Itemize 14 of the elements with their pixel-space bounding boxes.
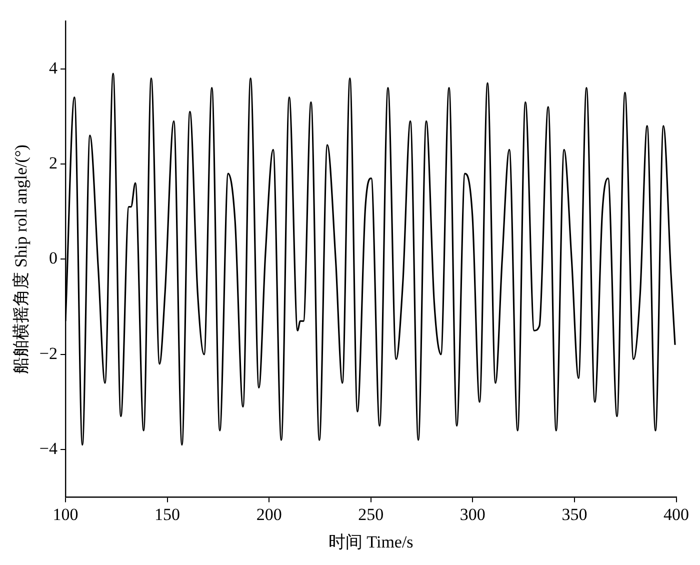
- y-tick-label: 2: [48, 153, 58, 172]
- x-tick-label: 200: [256, 504, 282, 524]
- y-tick-label: 4: [48, 58, 58, 78]
- x-tick-label: 150: [154, 504, 180, 524]
- x-axis-title: 时间 Time/s: [328, 532, 414, 552]
- x-tick-label: 250: [358, 504, 384, 524]
- x-tick-label: 350: [562, 504, 588, 524]
- x-tick-label: 300: [460, 504, 486, 524]
- y-axis-title: 船舶横摇角度 Ship roll angle/(°): [12, 144, 31, 374]
- y-tick-label: 0: [48, 248, 58, 268]
- y-tick-label: −2: [39, 344, 58, 363]
- y-tick-label: −4: [39, 439, 58, 458]
- x-tick-label: 100: [52, 504, 78, 524]
- x-tick-label: 400: [664, 504, 689, 524]
